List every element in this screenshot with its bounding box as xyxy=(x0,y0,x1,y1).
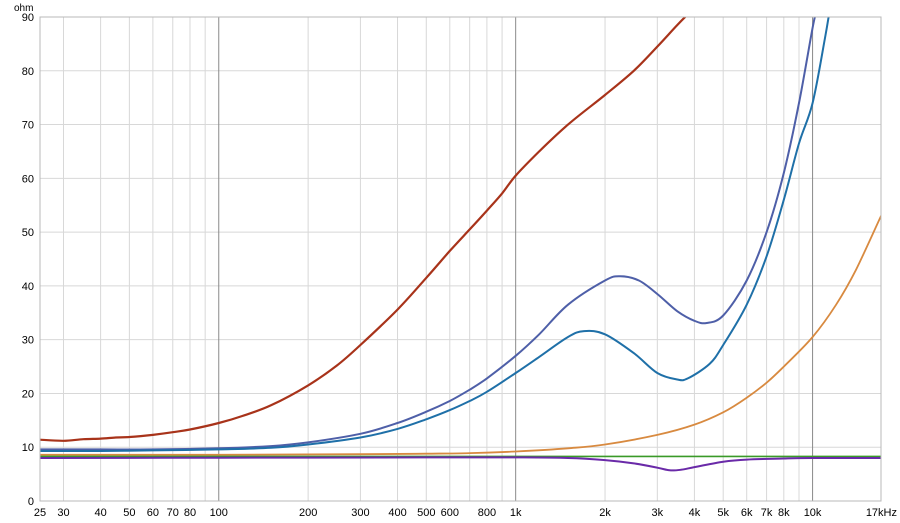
y-tick-label: 10 xyxy=(22,442,34,454)
x-tick-label: 1k xyxy=(510,507,522,519)
x-tick-label: 4k xyxy=(689,507,701,519)
x-tick-label: 3k xyxy=(652,507,664,519)
grid xyxy=(40,17,881,501)
x-tick-label: 10k xyxy=(804,507,822,519)
y-tick-label: 70 xyxy=(22,120,34,132)
x-tick-label: 800 xyxy=(478,507,496,519)
x-tick-label: 400 xyxy=(388,507,406,519)
x-tick-label: 600 xyxy=(441,507,459,519)
x-tick-label: 30 xyxy=(57,507,69,519)
x-tick-label: 50 xyxy=(123,507,135,519)
x-tick-label: 7k xyxy=(761,507,773,519)
x-tick-label: 40 xyxy=(94,507,106,519)
y-axis-unit: ohm xyxy=(14,3,33,14)
x-tick-label: 25 xyxy=(34,507,46,519)
x-tick-label: 17kHz xyxy=(866,507,897,519)
series-line-3 xyxy=(40,17,830,453)
y-tick-label: 30 xyxy=(22,335,34,347)
x-tick-label: 70 xyxy=(167,507,179,519)
series-line-2 xyxy=(40,17,816,451)
y-tick-label: 90 xyxy=(22,12,34,24)
x-tick-label: 60 xyxy=(147,507,159,519)
x-tick-label: 6k xyxy=(741,507,753,519)
y-tick-label: 0 xyxy=(28,496,34,508)
y-tick-label: 60 xyxy=(22,173,34,185)
y-tick-label: 40 xyxy=(22,281,34,293)
x-tick-label: 2k xyxy=(599,507,611,519)
y-tick-label: 80 xyxy=(22,66,34,78)
x-tick-label: 8k xyxy=(778,507,790,519)
tick-labels: 0 10 20 30 40 50 60 70 80 90 25 30 40 50 60 70 80 100 200 3… xyxy=(22,12,897,519)
x-tick-label: 500 xyxy=(417,507,435,519)
plot-background xyxy=(40,17,881,501)
x-tick-label: 300 xyxy=(351,507,369,519)
series-line-4 xyxy=(40,215,881,456)
x-tick-label: 200 xyxy=(299,507,317,519)
x-tick-label: 80 xyxy=(184,507,196,519)
series-line-1 xyxy=(40,17,687,442)
y-tick-label: 20 xyxy=(22,388,34,400)
y-tick-label: 50 xyxy=(22,227,34,239)
series-line-6 xyxy=(40,456,881,472)
plot-frame xyxy=(39,16,882,502)
x-tick-label: 5k xyxy=(717,507,729,519)
series-group xyxy=(40,17,881,472)
x-tick-label: 100 xyxy=(210,507,228,519)
